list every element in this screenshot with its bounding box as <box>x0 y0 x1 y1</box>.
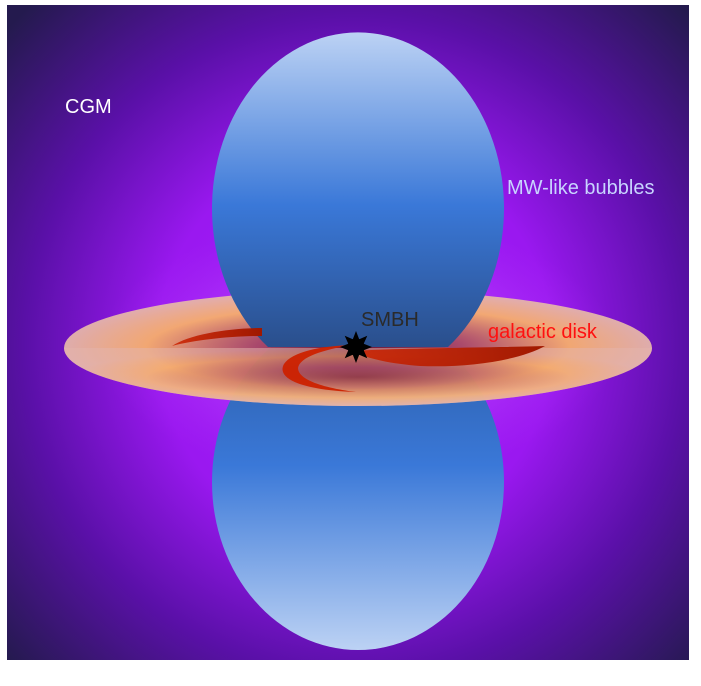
upper-bubble <box>211 32 504 347</box>
label-galactic-disk: galactic disk <box>488 321 598 343</box>
spiral-arm-inner <box>282 345 356 392</box>
label-cgm: CGM <box>65 96 112 118</box>
label-smbh: SMBH <box>361 309 419 331</box>
spiral-arm-right <box>352 346 545 367</box>
disk-front-half <box>64 348 652 406</box>
label-bubbles: MW-like bubbles <box>507 177 654 199</box>
spiral-arm-left <box>172 328 262 346</box>
smbh-icon <box>340 331 372 363</box>
